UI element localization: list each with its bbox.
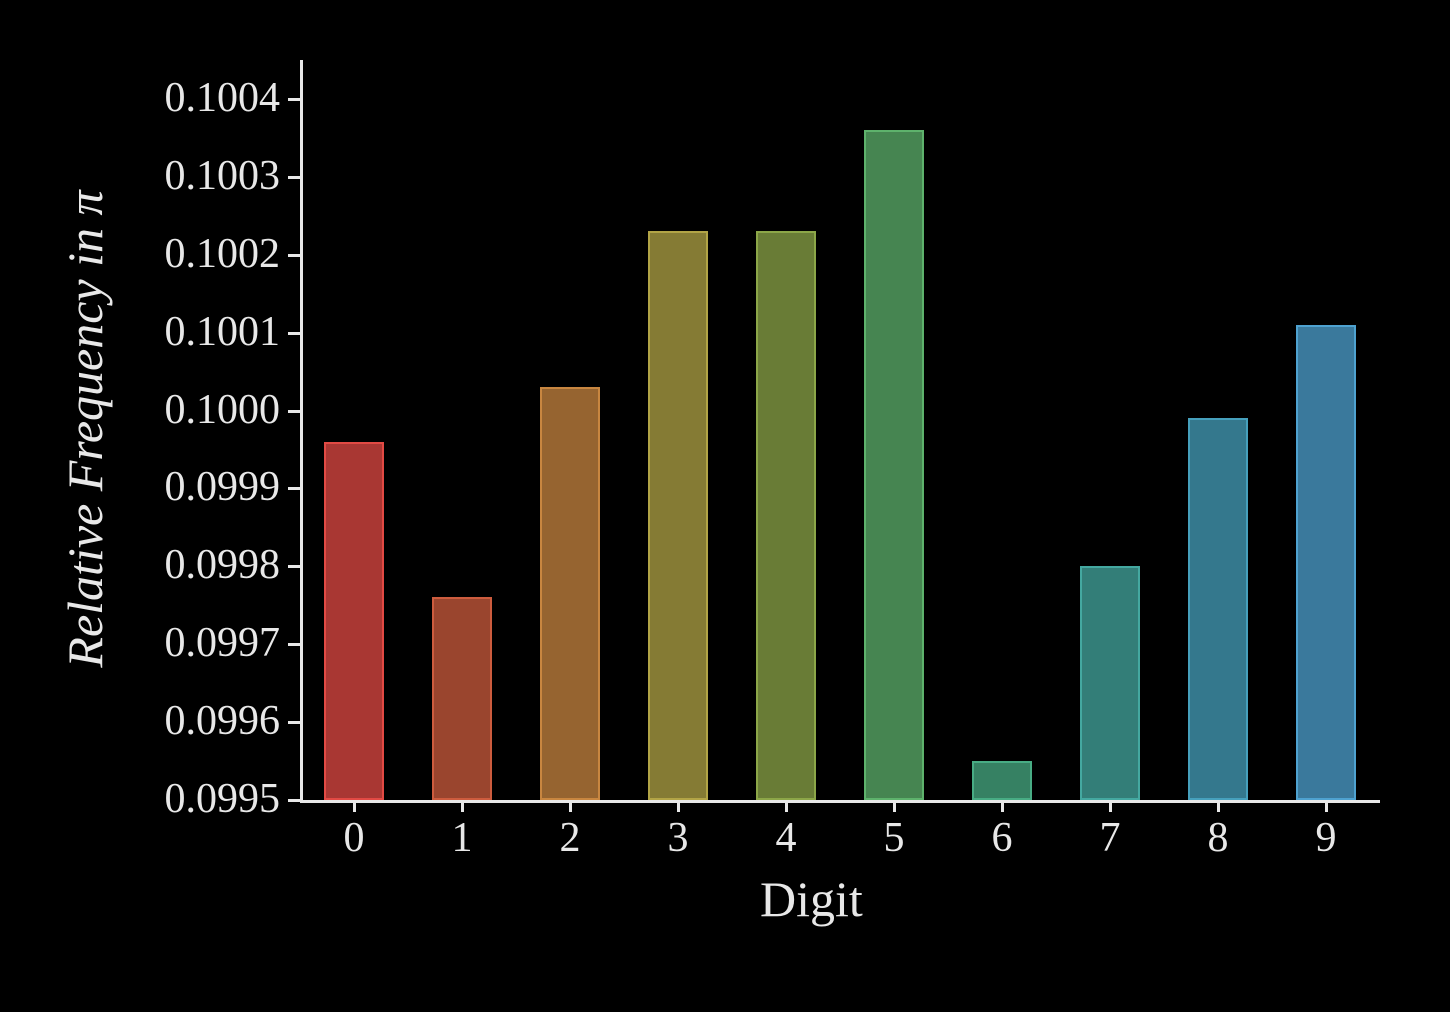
y-tick-mark bbox=[288, 799, 300, 802]
x-tick-label: 0 bbox=[324, 814, 384, 862]
x-tick-mark bbox=[353, 800, 356, 812]
y-tick-mark bbox=[288, 98, 300, 101]
y-tick-mark bbox=[288, 565, 300, 568]
x-tick-label: 3 bbox=[648, 814, 708, 862]
y-tick-label: 0.0999 bbox=[110, 463, 280, 511]
x-tick-mark bbox=[569, 800, 572, 812]
x-tick-mark bbox=[1109, 800, 1112, 812]
y-tick-label: 0.0997 bbox=[110, 619, 280, 667]
bar bbox=[972, 761, 1031, 800]
bar bbox=[648, 231, 707, 800]
y-tick-mark bbox=[288, 176, 300, 179]
y-tick-label: 0.1004 bbox=[110, 74, 280, 122]
bar bbox=[324, 442, 383, 800]
y-tick-label: 0.1001 bbox=[110, 308, 280, 356]
x-tick-mark bbox=[677, 800, 680, 812]
y-tick-mark bbox=[288, 410, 300, 413]
y-tick-label: 0.0998 bbox=[110, 541, 280, 589]
x-tick-label: 1 bbox=[432, 814, 492, 862]
x-tick-label: 4 bbox=[756, 814, 816, 862]
x-tick-label: 2 bbox=[540, 814, 600, 862]
y-tick-label: 0.1002 bbox=[110, 230, 280, 278]
x-tick-mark bbox=[785, 800, 788, 812]
bar bbox=[756, 231, 815, 800]
x-tick-mark bbox=[893, 800, 896, 812]
x-tick-label: 8 bbox=[1188, 814, 1248, 862]
x-tick-mark bbox=[1325, 800, 1328, 812]
x-tick-mark bbox=[461, 800, 464, 812]
x-tick-label: 6 bbox=[972, 814, 1032, 862]
y-tick-label: 0.1003 bbox=[110, 152, 280, 200]
bar bbox=[1080, 566, 1139, 800]
y-tick-mark bbox=[288, 487, 300, 490]
bar bbox=[540, 387, 599, 800]
bar bbox=[1188, 418, 1247, 800]
x-tick-label: 7 bbox=[1080, 814, 1140, 862]
bar bbox=[1296, 325, 1355, 800]
bar bbox=[864, 130, 923, 800]
x-tick-label: 5 bbox=[864, 814, 924, 862]
y-tick-label: 0.0995 bbox=[110, 775, 280, 823]
pi-digit-frequency-chart: Relative Frequency in π Digit 0.0995 0.09… bbox=[0, 0, 1450, 1012]
x-tick-mark bbox=[1001, 800, 1004, 812]
y-tick-mark bbox=[288, 721, 300, 724]
y-tick-mark bbox=[288, 332, 300, 335]
y-tick-label: 0.0996 bbox=[110, 697, 280, 745]
x-tick-mark bbox=[1217, 800, 1220, 812]
x-axis-label: Digit bbox=[760, 870, 863, 928]
y-axis-line bbox=[300, 60, 303, 800]
y-tick-mark bbox=[288, 643, 300, 646]
y-tick-mark bbox=[288, 254, 300, 257]
y-tick-label: 0.1000 bbox=[110, 386, 280, 434]
y-axis-label: Relative Frequency in π bbox=[56, 119, 114, 739]
x-tick-label: 9 bbox=[1296, 814, 1356, 862]
bar bbox=[432, 597, 491, 800]
